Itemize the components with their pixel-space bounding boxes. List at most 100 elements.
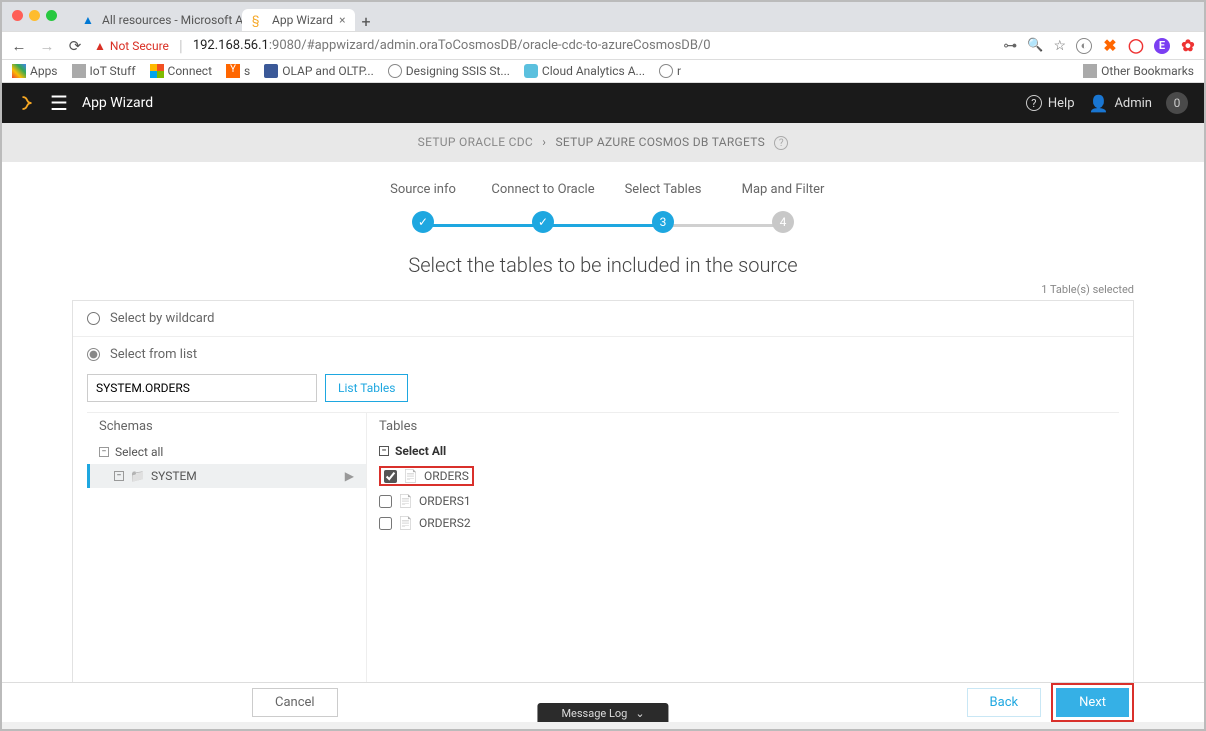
bookmark-label: Connect [168,64,212,78]
globe-icon [659,64,673,78]
back-button[interactable]: Back [967,688,1042,717]
schema-node-system[interactable]: − SYSTEM ▶ [87,464,366,488]
step-label: Connect to Oracle [491,182,594,197]
extension-icon[interactable]: ✖ [1102,38,1118,54]
list-tables-button[interactable]: List Tables [325,374,408,402]
bookmark-label: Other Bookmarks [1101,64,1194,78]
bookmark-folder[interactable]: IoT Stuff [72,64,136,78]
reload-icon[interactable]: ⟳ [66,37,84,55]
collapse-icon[interactable]: − [99,447,109,457]
tables-select-all[interactable]: − Select All [367,440,1119,462]
new-tab-button[interactable]: + [355,12,375,31]
cancel-button[interactable]: Cancel [252,688,338,717]
striim-favicon-icon: § [252,13,266,27]
folder-icon [72,64,86,78]
step-label: Source info [390,182,456,197]
next-button[interactable]: Next [1056,688,1129,717]
bookmark-item[interactable]: OLAP and OLTP... [264,64,374,78]
striim-logo-icon [18,94,36,112]
message-log-toggle[interactable]: Message Log ⌄ [537,703,668,722]
list-radio[interactable] [87,348,100,361]
step-label: Map and Filter [742,182,825,197]
table-checkbox[interactable] [384,470,397,483]
search-icon[interactable]: 🔍 [1027,38,1043,53]
table-icon [403,469,418,483]
forward-icon: → [38,37,56,55]
bookmark-item[interactable]: r [659,64,681,78]
back-icon[interactable]: ← [10,37,28,55]
check-icon: ✓ [412,211,434,233]
bookmark-label: r [677,64,681,78]
table-checkbox[interactable] [379,517,392,530]
breadcrumb: SETUP ORACLE CDC › SETUP AZURE COSMOS DB… [2,123,1204,162]
db-icon [264,64,278,78]
tree-select-all[interactable]: − Select all [87,440,366,464]
minimize-window-icon[interactable] [29,10,40,21]
user-icon: 👤 [1089,94,1109,113]
not-secure-badge[interactable]: ▲ Not Secure [94,39,169,53]
table-filter-input[interactable] [87,374,317,402]
other-bookmarks[interactable]: Other Bookmarks [1083,64,1194,78]
step-source-info[interactable]: Source info ✓ [363,182,483,233]
extension-icon[interactable]: ✿ [1180,38,1196,54]
profile-icon[interactable]: E [1154,38,1170,54]
table-checkbox[interactable] [379,495,392,508]
menu-icon[interactable]: ☰ [50,91,68,115]
not-secure-label: Not Secure [110,39,169,53]
maximize-window-icon[interactable] [46,10,57,21]
wizard-stepper: Source info ✓ Connect to Oracle ✓ Select… [2,162,1204,239]
step-label: Select Tables [625,182,702,197]
close-window-icon[interactable] [12,10,23,21]
admin-button[interactable]: 👤 Admin [1089,94,1152,113]
url-host: 192.168.56.1 [193,38,269,53]
table-icon [398,516,413,530]
bookmark-label: OLAP and OLTP... [282,64,374,78]
browser-chrome: ▲ All resources - Microsoft Azure × § Ap… [2,2,1204,83]
breadcrumb-step[interactable]: SETUP ORACLE CDC [418,135,533,149]
star-icon[interactable]: ☆ [1053,38,1066,54]
schema-tree: − Select all − SYSTEM ▶ [87,440,366,488]
address-bar-icons: ⊶ 🔍 ☆ ◐ ✖ ◯ E ✿ [1003,38,1196,54]
bookmark-label: Designing SSIS St... [406,64,510,78]
key-icon[interactable]: ⊶ [1003,38,1017,54]
address-bar-row: ← → ⟳ ▲ Not Secure | 192.168.56.1:9080/#… [2,31,1204,60]
highlight-box: ORDERS [379,466,474,486]
extension-icon[interactable]: ◐ [1076,38,1092,54]
collapse-icon[interactable]: − [114,471,124,481]
tables-list: − Select All ORDERS [367,440,1119,534]
table-row[interactable]: ORDERS2 [367,512,1119,534]
bookmark-label: Apps [30,64,58,78]
help-icon[interactable]: ? [774,136,788,150]
schema-table-columns: Schemas − Select all − SYSTEM ▶ [87,412,1119,682]
collapse-icon[interactable]: − [379,446,389,456]
cloud-icon [524,64,538,78]
bookmark-item[interactable]: Ys [226,64,250,78]
column-header: Tables [367,413,1119,440]
apps-bookmark[interactable]: Apps [12,64,58,78]
selection-panel: Select by wildcard Select from list List… [72,300,1134,682]
bookmark-item[interactable]: Designing SSIS St... [388,64,510,78]
browser-tab[interactable]: ▲ All resources - Microsoft Azure × [72,9,242,31]
browser-tab[interactable]: § App Wizard × [242,9,355,31]
tab-close-icon[interactable]: × [339,13,345,27]
tree-label: Select all [115,445,163,459]
bookmark-label: IoT Stuff [90,64,136,78]
notification-badge[interactable]: 0 [1166,92,1188,114]
option-label: Select by wildcard [110,311,214,326]
list-controls: List Tables [87,374,1119,402]
address-bar[interactable]: 192.168.56.1:9080/#appwizard/admin.oraTo… [193,38,993,53]
help-button[interactable]: ?Help [1026,95,1075,111]
table-row[interactable]: ORDERS1 [367,490,1119,512]
bookmark-item[interactable]: Connect [150,64,212,78]
wildcard-radio[interactable] [87,312,100,325]
table-row[interactable]: ORDERS [367,462,1119,490]
option-label: Select from list [110,347,197,362]
option-from-list[interactable]: Select from list [87,347,1119,366]
admin-label: Admin [1114,96,1152,111]
extension-icon[interactable]: ◯ [1128,38,1144,54]
option-wildcard[interactable]: Select by wildcard [73,301,1133,337]
bookmarks-bar: Apps IoT Stuff Connect Ys OLAP and OLTP.… [2,60,1204,83]
bookmark-label: s [244,64,250,78]
bookmark-item[interactable]: Cloud Analytics A... [524,64,645,78]
page-body: Source info ✓ Connect to Oracle ✓ Select… [2,162,1204,682]
